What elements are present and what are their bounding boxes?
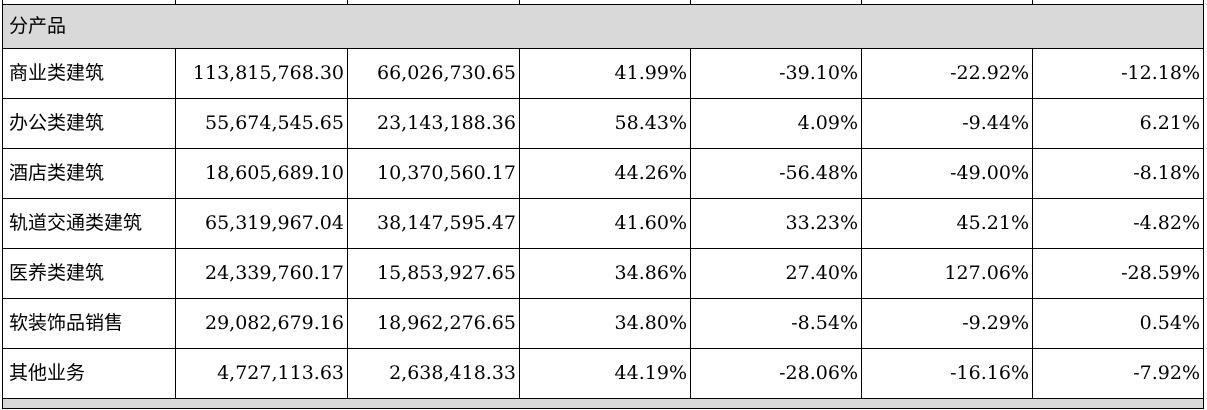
table-cell: 15,853,927.65 xyxy=(347,248,520,299)
row-label: 商业类建筑 xyxy=(2,48,176,99)
table-cell: 66,026,730.65 xyxy=(347,48,520,99)
row-label: 医养类建筑 xyxy=(2,248,176,299)
table-cell: 127.06% xyxy=(861,248,1033,299)
table-cell: -8.54% xyxy=(690,298,862,349)
table-cell: -4.82% xyxy=(1032,198,1204,249)
row-label: 酒店类建筑 xyxy=(2,148,176,199)
table-cell: -8.18% xyxy=(1032,148,1204,199)
table-row: 酒店类建筑 18,605,689.10 10,370,560.17 44.26%… xyxy=(2,148,1204,199)
table-cell: 44.19% xyxy=(519,348,691,399)
table-cell: 45.21% xyxy=(861,198,1033,249)
table-cell: -12.18% xyxy=(1032,48,1204,99)
row-label: 其他业务 xyxy=(2,348,176,399)
table-cell: 41.60% xyxy=(519,198,691,249)
table-cell: -49.00% xyxy=(861,148,1033,199)
table-cell: -28.59% xyxy=(1032,248,1204,299)
table-cell: 27.40% xyxy=(690,248,862,299)
table-cell: 2,638,418.33 xyxy=(347,348,520,399)
table-cell: 18,962,276.65 xyxy=(347,298,520,349)
table-cell: -9.29% xyxy=(861,298,1033,349)
section-header-row: 分产品 xyxy=(2,4,1204,49)
table-cell: 33.23% xyxy=(690,198,862,249)
table-cell: 55,674,545.65 xyxy=(175,98,348,149)
table-cell: 24,339,760.17 xyxy=(175,248,348,299)
table-cell: 0.54% xyxy=(1032,298,1204,349)
row-label: 软装饰品销售 xyxy=(2,298,176,349)
table-cell: 23,143,188.36 xyxy=(347,98,520,149)
table-row: 医养类建筑 24,339,760.17 15,853,927.65 34.86%… xyxy=(2,248,1204,299)
row-label: 办公类建筑 xyxy=(2,98,176,149)
table-cell: 65,319,967.04 xyxy=(175,198,348,249)
table-cell: 58.43% xyxy=(519,98,691,149)
table-row: 其他业务 4,727,113.63 2,638,418.33 44.19% -2… xyxy=(2,348,1204,399)
table-cell: 113,815,768.30 xyxy=(175,48,348,99)
row-label: 轨道交通类建筑 xyxy=(2,198,176,249)
table-cell: -39.10% xyxy=(690,48,862,99)
table-cell: 6.21% xyxy=(1032,98,1204,149)
table-cell: 4,727,113.63 xyxy=(175,348,348,399)
table-cell: 4.09% xyxy=(690,98,862,149)
table-cell: -56.48% xyxy=(690,148,862,199)
table-cell: -22.92% xyxy=(861,48,1033,99)
section-header-label: 分产品 xyxy=(2,4,1204,49)
table-cell: -9.44% xyxy=(861,98,1033,149)
table-cell: 10,370,560.17 xyxy=(347,148,520,199)
table-cell: -16.16% xyxy=(861,348,1033,399)
table-row: 轨道交通类建筑 65,319,967.04 38,147,595.47 41.6… xyxy=(2,198,1204,249)
table-cell: 34.86% xyxy=(519,248,691,299)
table-row: 办公类建筑 55,674,545.65 23,143,188.36 58.43%… xyxy=(2,98,1204,149)
table-cell: 44.26% xyxy=(519,148,691,199)
table-cell: 18,605,689.10 xyxy=(175,148,348,199)
table-cell: -28.06% xyxy=(690,348,862,399)
table-cell: 34.80% xyxy=(519,298,691,349)
table-cell: -7.92% xyxy=(1032,348,1204,399)
table-cell: 29,082,679.16 xyxy=(175,298,348,349)
table-cell: 38,147,595.47 xyxy=(347,198,520,249)
table-cell: 41.99% xyxy=(519,48,691,99)
table-bottom-strip xyxy=(2,398,1204,409)
table-row: 软装饰品销售 29,082,679.16 18,962,276.65 34.80… xyxy=(2,298,1204,349)
table-row: 商业类建筑 113,815,768.30 66,026,730.65 41.99… xyxy=(2,48,1204,99)
